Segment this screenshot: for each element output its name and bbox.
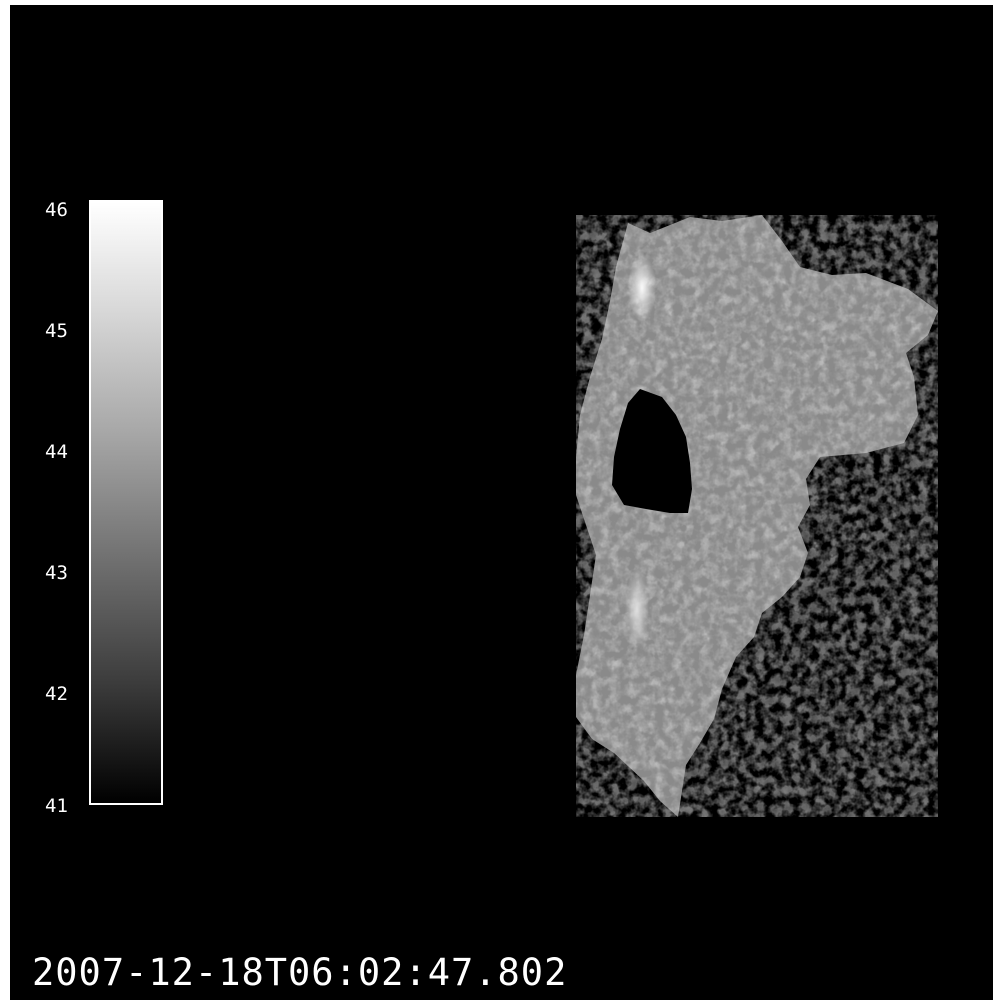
colorbar-tick-label: 46: [45, 199, 68, 221]
colorbar-tick-label: 43: [45, 562, 68, 584]
dark-cavity: [612, 389, 692, 513]
image-frame: 46 45 44 43 42 41: [10, 5, 993, 1000]
colorbar-tick-label: 42: [45, 683, 68, 705]
colorbar-tick-label: 45: [45, 320, 68, 342]
bright-kernel: [625, 569, 649, 649]
colorbar-tick-label: 44: [45, 441, 68, 463]
colorbar-tick-label: 41: [45, 795, 68, 817]
intensity-map: [576, 215, 938, 817]
colorbar: [89, 200, 163, 805]
bright-kernel: [628, 254, 656, 322]
timestamp: 2007-12-18T06:02:47.802: [32, 951, 568, 994]
